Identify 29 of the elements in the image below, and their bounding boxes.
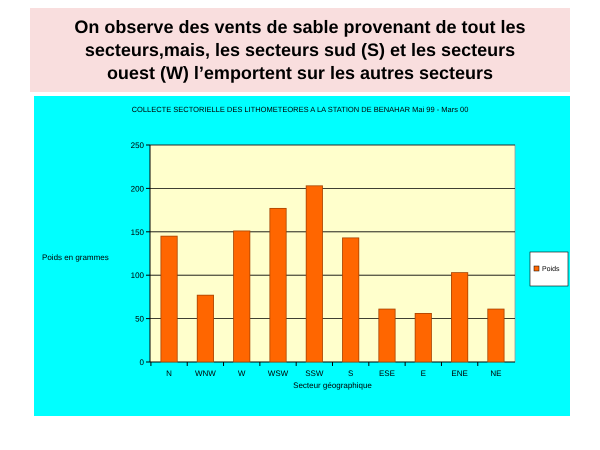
x-tick-label: N <box>166 369 172 378</box>
x-tick-label: WSW <box>268 369 289 378</box>
bar <box>196 294 214 362</box>
bar <box>342 237 360 362</box>
bar <box>269 208 287 362</box>
bar <box>378 308 396 362</box>
x-axis-title: Secteur géographique <box>293 381 372 390</box>
x-tick-label: ENE <box>451 369 468 378</box>
bar <box>160 236 178 362</box>
bar <box>414 312 432 362</box>
bar <box>487 308 505 362</box>
x-tick-label: WNW <box>194 369 216 378</box>
y-tick-label: 0 <box>140 358 145 367</box>
bar <box>451 272 468 362</box>
x-tick-label: E <box>420 369 426 378</box>
y-tick-label: 150 <box>130 228 145 237</box>
chart-title: On observe des vents de sable provenant de tout les secteurs,mais, les secteurs sud (S) et les secteurs ouest (W) l’emportent sur les autres secteurs <box>74 17 526 83</box>
x-tick-label: ESE <box>378 369 395 378</box>
x-tick-label: NE <box>490 369 502 378</box>
bar <box>233 230 250 362</box>
y-tick-label: 50 <box>135 314 145 324</box>
y-tick-label: 100 <box>130 271 145 280</box>
y-tick-label: 200 <box>130 184 145 194</box>
x-tick-label: S <box>348 369 354 378</box>
bar <box>306 185 323 362</box>
y-tick-label: 250 <box>130 141 145 150</box>
x-tick-label: W <box>238 369 246 378</box>
y-axis-title: Poids en grammes <box>42 253 109 262</box>
x-tick-label: SSW <box>305 369 324 378</box>
